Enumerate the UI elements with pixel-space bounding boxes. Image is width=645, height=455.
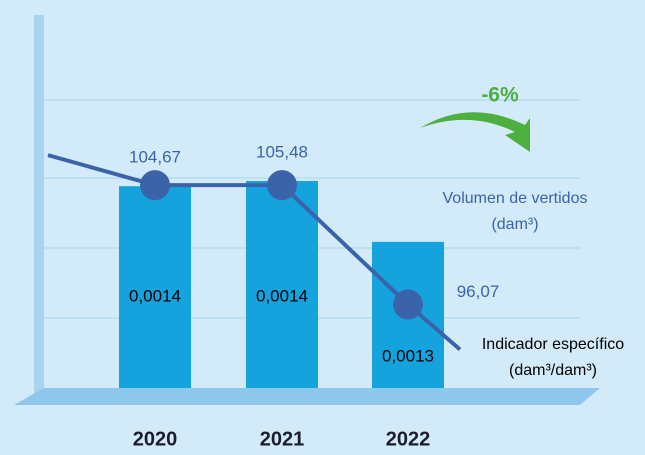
x-axis [14, 388, 600, 405]
line-extension [47, 153, 156, 188]
bar-value-label: 105,48 [256, 142, 308, 161]
legend-line: Indicador específico (dam³/dam³) [481, 336, 625, 379]
legend-bar: Volumen de vertidos (dam³) [442, 190, 588, 233]
line-value-label: 0,0014 [129, 286, 181, 305]
y-axis [34, 15, 44, 398]
line-point [393, 289, 423, 320]
line-value-label: 0,0014 [256, 286, 308, 305]
x-tick-label: 2020 [133, 428, 178, 450]
line-point [267, 170, 297, 201]
trend-arrow [420, 112, 530, 152]
annotation: -6% [481, 84, 519, 107]
x-tick-label: 2021 [260, 428, 305, 450]
line-point [140, 170, 170, 201]
bar-value-label: 96,07 [457, 282, 500, 301]
bar-value-label: 104,67 [129, 148, 181, 167]
bar [119, 186, 191, 388]
x-tick-label: 2022 [386, 428, 431, 450]
line-value-label: 0,0013 [382, 346, 434, 365]
bar [246, 180, 318, 388]
